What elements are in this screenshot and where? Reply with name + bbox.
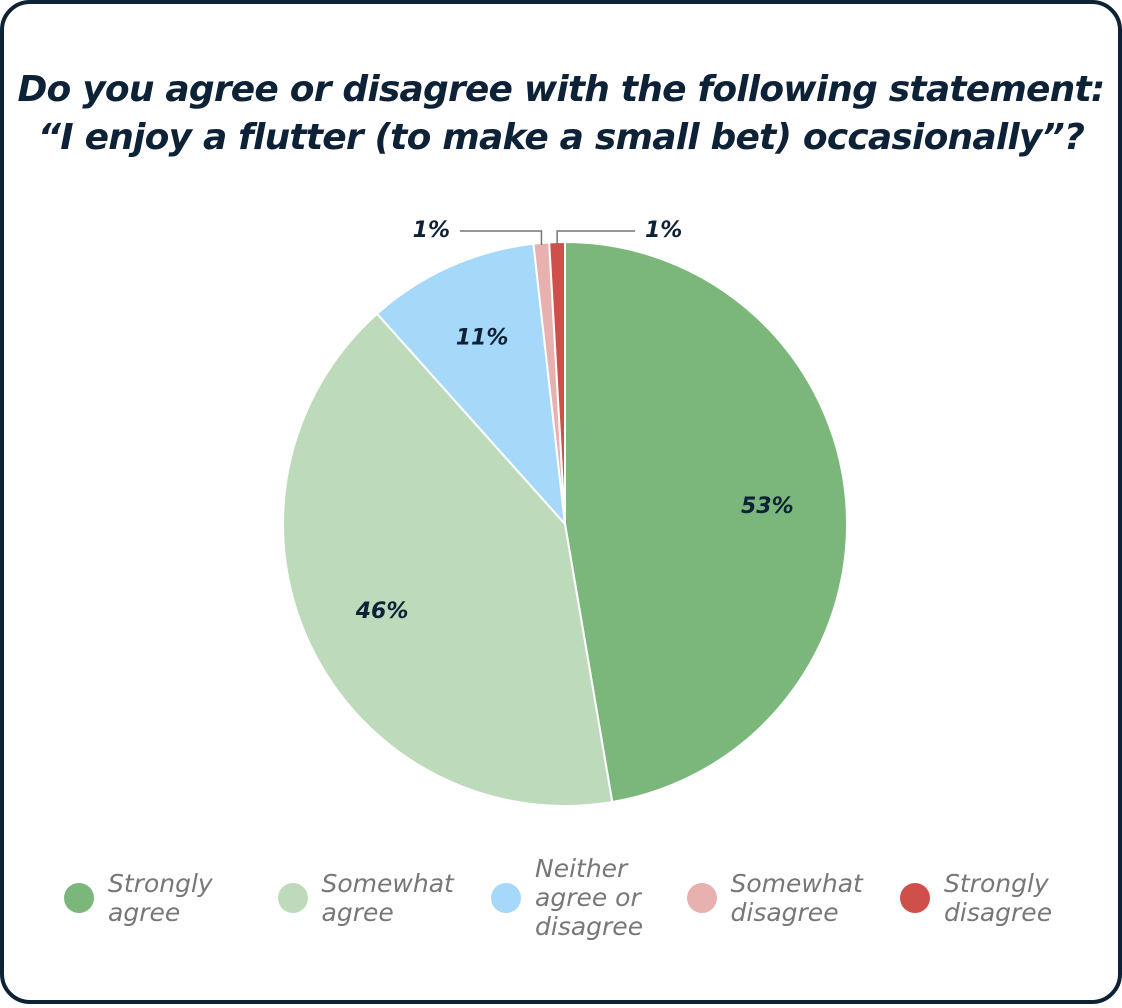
leader-line (556, 230, 635, 245)
legend-swatch (64, 882, 94, 913)
title-line: “I enjoy a flutter (to make a small bet)… (37, 117, 1085, 158)
legend-swatch (491, 882, 521, 913)
legend-label: Somewhat disagree (730, 868, 863, 927)
legend-item: Somewhat agree (277, 868, 454, 927)
leader-line (460, 230, 543, 245)
legend-swatch (277, 882, 308, 913)
data-label: 11% (456, 326, 509, 351)
data-label: 1% (645, 218, 682, 243)
pie-slice (282, 312, 614, 807)
legend-item: Strongly disagree (900, 869, 1074, 927)
title-line: Do you agree or disagree with the follow… (17, 69, 1105, 110)
data-label: 46% (355, 599, 409, 624)
legend-swatch (900, 882, 930, 913)
pie-slice (375, 242, 567, 528)
legend-item: Neither agree or disagree (491, 854, 647, 941)
data-label: 1% (413, 218, 450, 243)
pie-slice (564, 240, 848, 804)
data-label: 53% (741, 494, 794, 519)
legend-item: Strongly agree (64, 869, 238, 927)
legend-label: Somewhat agree (321, 868, 454, 927)
legend-label: Strongly disagree (944, 868, 1053, 927)
legend-label: Strongly agree (108, 868, 213, 927)
legend-item: Somewhat disagree (686, 868, 863, 927)
chart-title: Do you agree or disagree with the follow… (4, 66, 1118, 162)
legend-label: Neither agree or disagree (535, 854, 644, 941)
legend: Strongly agree Somewhat agree Neither agre… (64, 854, 1074, 941)
legend-swatch (686, 882, 717, 913)
chart: 53% 46% 11% 1% 1% (282, 218, 848, 807)
